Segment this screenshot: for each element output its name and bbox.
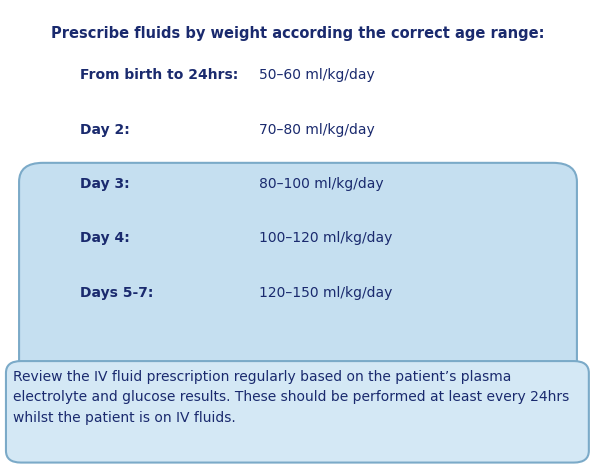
Text: 70–80 ml/kg/day: 70–80 ml/kg/day <box>259 123 375 137</box>
Text: Day 4:: Day 4: <box>80 231 130 245</box>
Text: Day 2:: Day 2: <box>80 123 130 137</box>
Text: Day 3:: Day 3: <box>80 177 130 191</box>
Text: 100–120 ml/kg/day: 100–120 ml/kg/day <box>259 231 393 245</box>
Text: 80–100 ml/kg/day: 80–100 ml/kg/day <box>259 177 384 191</box>
FancyArrowPatch shape <box>294 358 302 449</box>
Text: Review the IV fluid prescription regularly based on the patient’s plasma
electro: Review the IV fluid prescription regular… <box>13 370 569 425</box>
Text: From birth to 24hrs:: From birth to 24hrs: <box>80 68 239 83</box>
Text: Prescribe fluids by weight according the correct age range:: Prescribe fluids by weight according the… <box>51 26 545 41</box>
Text: Days 5-7:: Days 5-7: <box>80 286 154 300</box>
Text: 50–60 ml/kg/day: 50–60 ml/kg/day <box>259 68 375 83</box>
Text: 120–150 ml/kg/day: 120–150 ml/kg/day <box>259 286 393 300</box>
